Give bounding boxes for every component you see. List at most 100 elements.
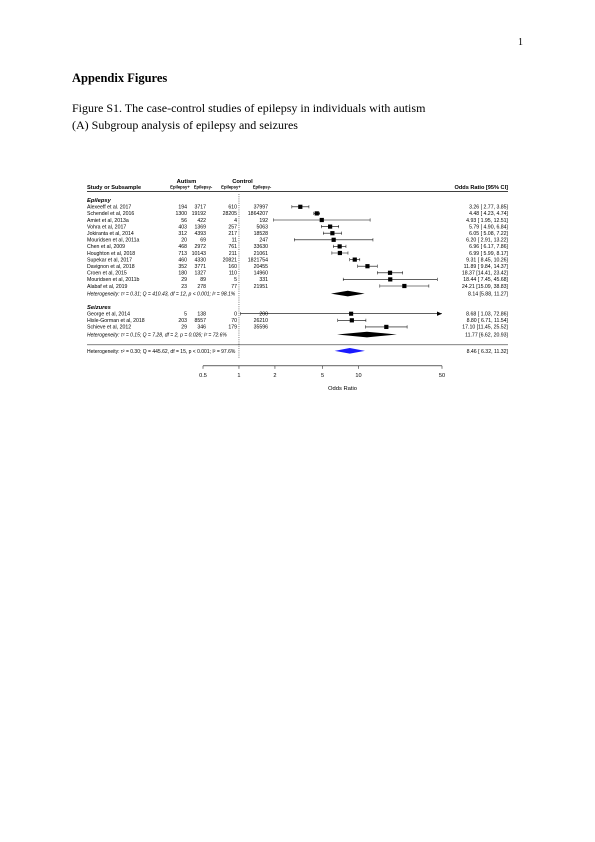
x-tick-label-3: 5	[321, 373, 324, 379]
study-0-7-cell-2: 211	[229, 251, 237, 257]
study-0-0-cell-1: 3717	[194, 205, 206, 211]
study-0-11-ci: 18.44 [ 7.45, 45.68]	[463, 277, 508, 283]
study-0-3-point	[328, 224, 333, 229]
study-1-0-cell-3: 200	[259, 312, 268, 318]
study-0-7-ci: 6.99 [ 5.99, 8.17]	[469, 251, 508, 257]
study-1-1-cell-0: 203	[178, 318, 187, 324]
study-0-12-cell-1: 278	[197, 284, 206, 290]
header-effect-label: Odds Ratio [95% CI]	[455, 185, 509, 191]
subgroup-pooled-ci-1: 11.77 [6.62, 20.93]	[465, 332, 508, 338]
study-0-8-cell-1: 4330	[194, 257, 206, 263]
study-0-4-name: Jokiranta et al, 2014	[87, 231, 134, 237]
x-tick-label-1: 1	[237, 373, 240, 379]
study-0-6-cell-1: 2972	[194, 244, 206, 250]
study-0-9-point	[365, 264, 370, 269]
study-0-2-point	[319, 217, 324, 223]
study-0-10-name: Croen et al, 2015	[87, 271, 127, 277]
subgroup-title-1: Seizures	[87, 305, 112, 311]
study-0-6-point	[337, 244, 342, 249]
study-0-8-cell-2: 20821	[223, 257, 238, 263]
appendix-heading: Appendix Figures	[72, 71, 168, 85]
study-0-5-cell-0: 20	[181, 238, 187, 244]
study-0-8-name: Supekar et al, 2017	[87, 257, 132, 263]
study-0-11-cell-2: 5	[234, 277, 237, 283]
study-1-0-point	[349, 311, 354, 316]
header-subcol-1: Epilepsy-	[194, 185, 213, 190]
study-0-6-name: Chen et al, 2009	[87, 244, 125, 250]
overall-heterogeneity: Heterogeneity: τ² = 0.30; Q = 445.62, df…	[87, 349, 236, 355]
subgroup-heterogeneity-1: Heterogeneity: τ² = 0.15; Q = 7.28, df =…	[87, 332, 227, 338]
subgroup-pooled-diamond-1	[337, 331, 397, 338]
study-0-3-ci: 5.79 [ 4.90, 6.84]	[469, 224, 508, 230]
study-0-0-cell-0: 194	[178, 205, 187, 211]
study-0-2-cell-3: 192	[259, 218, 268, 224]
study-0-4-cell-1: 4393	[194, 231, 206, 237]
subgroup-pooled-diamond-0	[330, 290, 365, 297]
study-1-2-cell-0: 29	[181, 325, 187, 331]
study-0-2-cell-0: 56	[181, 218, 187, 224]
study-1-1-ci: 8.80 [ 6.71, 11.54]	[467, 318, 509, 324]
study-1-2-ci: 17.10 [11.45, 25.52]	[462, 325, 508, 331]
study-1-0-name: George et al, 2014	[87, 312, 130, 318]
study-0-2-cell-2: 4	[234, 218, 237, 224]
study-0-12-cell-3: 21951	[254, 284, 269, 290]
study-0-5-cell-2: 11	[232, 238, 237, 244]
study-1-1-cell-1: 8557	[194, 318, 206, 324]
study-0-5-point	[331, 237, 336, 242]
subgroup-pooled-ci-0: 8.14 [5.88, 11.27]	[468, 291, 509, 297]
study-0-7-point	[337, 250, 342, 256]
study-1-0-cell-2: 0	[234, 312, 237, 318]
study-0-7-cell-1: 10143	[192, 251, 207, 257]
study-0-3-cell-0: 403	[178, 224, 187, 230]
study-0-11-cell-3: 331	[259, 277, 268, 283]
study-0-6-cell-2: 761	[228, 244, 237, 250]
study-0-8-point	[352, 257, 357, 262]
study-1-2-cell-3: 35596	[254, 325, 269, 331]
study-0-1-cell-1: 19192	[192, 211, 207, 217]
study-0-2-name: Amiet et al, 2013a	[87, 218, 129, 224]
study-0-4-cell-0: 312	[178, 231, 187, 237]
study-0-8-ci: 9.31 [ 8.45, 10.26]	[466, 257, 508, 263]
study-0-0-cell-2: 610	[228, 205, 237, 211]
study-0-1-cell-0: 1300	[175, 211, 187, 217]
study-0-9-cell-1: 3771	[194, 264, 206, 270]
header-autism-label: Autism	[177, 179, 197, 185]
study-0-9-cell-3: 20455	[254, 264, 269, 270]
study-0-1-point	[314, 211, 319, 216]
x-tick-label-4: 10	[355, 373, 361, 379]
header-subcol-3: Epilepsy-	[253, 185, 272, 190]
study-0-10-cell-1: 1327	[194, 271, 206, 277]
study-0-11-cell-1: 89	[200, 277, 206, 283]
x-tick-label-5: 50	[439, 373, 445, 379]
study-0-12-name: Alabaf et al, 2019	[87, 284, 127, 290]
study-0-2-ci: 4.93 [ 1.95, 12.51]	[466, 218, 508, 224]
study-0-7-cell-3: 21061	[254, 251, 269, 257]
study-1-2-name: Schieve et al, 2012	[87, 325, 131, 331]
header-subcol-2: Epilepsy+	[221, 185, 241, 190]
study-1-0-ci: 8.68 [ 1.03, 72.86]	[466, 312, 508, 318]
study-0-10-cell-3: 14960	[254, 271, 269, 277]
study-0-6-ci: 6.96 [ 6.17, 7.86]	[469, 244, 508, 250]
study-0-4-cell-2: 217	[228, 231, 237, 237]
study-0-0-point	[298, 204, 303, 209]
study-0-4-point	[330, 231, 335, 236]
study-0-12-cell-2: 77	[231, 284, 237, 290]
study-0-3-cell-2: 257	[228, 224, 237, 230]
study-0-10-cell-0: 180	[178, 271, 187, 277]
study-0-10-ci: 18.37 [14.41, 23.42]	[462, 271, 509, 277]
study-0-1-ci: 4.48 [ 4.23, 4.74]	[469, 211, 508, 217]
study-0-1-name: Schendel et al, 2016	[87, 211, 134, 217]
study-0-8-cell-3: 1821754	[248, 257, 268, 263]
study-1-0-cell-0: 5	[184, 312, 187, 318]
study-0-10-cell-2: 110	[229, 271, 237, 277]
subgroup-title-0: Epilepsy	[87, 198, 112, 204]
study-0-6-cell-0: 468	[178, 244, 187, 250]
study-0-2-cell-1: 422	[197, 218, 206, 224]
study-0-11-cell-0: 29	[181, 277, 187, 283]
study-1-2-point	[384, 324, 389, 330]
study-0-3-name: Vohra et al, 2017	[87, 224, 126, 230]
study-1-2-cell-1: 346	[197, 325, 206, 331]
page-number: 1	[518, 37, 523, 48]
study-0-7-cell-0: 713	[178, 251, 187, 257]
